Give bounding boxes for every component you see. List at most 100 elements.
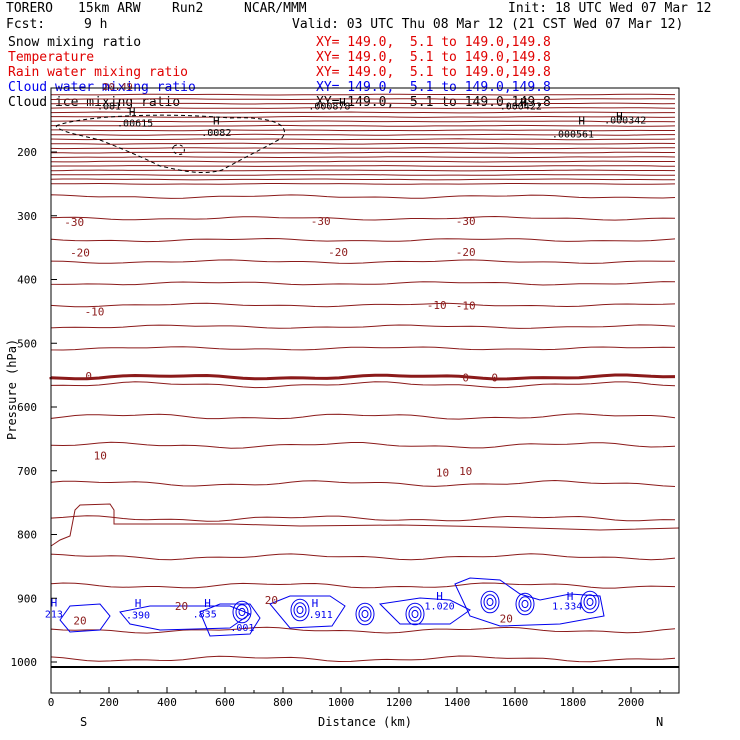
cloud-water-contour [119, 605, 252, 631]
extremum-label: H [578, 115, 585, 128]
isotherm [50, 441, 676, 449]
extremum-label: H [204, 597, 211, 610]
temperature-label: -20 [328, 246, 348, 259]
legend-snow: Snow mixing ratio [8, 35, 142, 50]
y-tick-label: 400 [17, 274, 37, 287]
temperature-label: 20 [500, 613, 513, 626]
temperature-label: 0 [462, 372, 469, 385]
x-tick-label: 2000 [618, 696, 645, 709]
cloud-water-ring [583, 594, 597, 610]
x-tick-label: 400 [157, 696, 177, 709]
legend-rain-xy: XY= 149.0, 5.1 to 149.0,149.8 [316, 65, 551, 80]
isotherm [50, 281, 676, 286]
contour-value-label: .000422 [500, 101, 542, 112]
isotherm [50, 479, 676, 487]
cloud-water-ring [296, 605, 304, 615]
contour-value-label: .000878 [308, 101, 350, 112]
x-tick-label: 1400 [444, 696, 471, 709]
y-tick-label: 900 [17, 592, 37, 605]
isotherm [50, 169, 676, 172]
contour-value-label: .001 [97, 101, 121, 112]
extremum-label: H [436, 590, 443, 603]
cloud-water-contour [454, 577, 605, 627]
temperature-label: 10 [436, 467, 449, 480]
isotherm [50, 515, 676, 522]
cloud-water-ring [580, 590, 600, 614]
isotherm [50, 237, 676, 243]
cloud-water-ring [586, 597, 594, 607]
isotherm [50, 124, 676, 127]
isotherm [50, 346, 676, 351]
isotherm [50, 115, 676, 118]
contour-labels: -30 -30 -30 -20 -20 -20 -10 -10 -10 0 0 0 10 10 10 20 20… [45, 82, 646, 634]
x-tick-label: 1800 [560, 696, 587, 709]
isotherm [50, 165, 676, 167]
x-tick-label: 600 [215, 696, 235, 709]
extremum-label: H [129, 106, 136, 119]
cloud-water-ring [486, 597, 494, 607]
cloud-water-ring [405, 602, 425, 626]
axes: 0 200 400 600 800 1000 1200 1400 1600 1800 2000200… [11, 146, 661, 709]
cloud-water-ring [408, 606, 422, 622]
isotherm [50, 93, 676, 96]
isotherm [50, 133, 675, 136]
contour-value-label: 1.334 [552, 602, 582, 613]
valid-time: Valid: 03 UTC Thu 08 Mar 12 (21 CST Wed … [292, 17, 684, 32]
extremum-label: H [520, 96, 527, 109]
cloud-water-ring [518, 596, 532, 612]
temperature-label: -20 [456, 246, 476, 259]
init-time: Init: 18 UTC Wed 07 Mar 12 [508, 1, 712, 16]
isotherm [50, 174, 676, 176]
model-name: TORERO [6, 1, 53, 16]
isotherm [50, 156, 676, 159]
x-tick-label: 1000 [328, 696, 355, 709]
extremum-label: H [312, 597, 319, 610]
isotherm [50, 151, 675, 154]
contour-value-label: .00615 [117, 119, 153, 130]
temperature-label: -30 [311, 215, 331, 228]
legend-rain: Rain water mixing ratio [8, 65, 189, 80]
legend-snow-xy: XY= 149.0, 5.1 to 149.0,149.8 [316, 35, 551, 50]
isotherm-zero [49, 373, 676, 381]
isotherm [50, 582, 676, 589]
contour-value-label: .835 [193, 609, 217, 620]
isotherm [50, 302, 676, 308]
x-axis-south-label: S [80, 715, 87, 729]
temperature-label: -10 [85, 305, 105, 318]
x-tick-label: 1600 [502, 696, 529, 709]
x-axis-north-label: N [656, 715, 663, 729]
cloud-ice-contour-small [172, 144, 185, 155]
contour-value-label: 213 [45, 609, 63, 620]
run-label: Run2 [172, 1, 204, 16]
contour-value-label: .390 [126, 611, 150, 622]
cloud-water-ring [411, 609, 419, 619]
cloud-water-ring [515, 592, 535, 616]
temperature-label: 10 [94, 449, 107, 462]
contour-value-label: 1.020 [425, 602, 455, 613]
cloud-water-ring [232, 600, 252, 624]
temperature-label: -10 [456, 300, 476, 313]
model-resolution: 15km ARW [78, 1, 141, 16]
y-tick-label: 700 [17, 465, 37, 478]
y-axis-label: Pressure (hPa) [5, 339, 19, 440]
isotherm [50, 138, 676, 141]
cloud-water-ring [238, 607, 246, 617]
forecast-value: 9 h [84, 17, 108, 32]
isotherm [50, 413, 676, 420]
cloud-water-contour [378, 597, 471, 625]
y-tick-label: 1000 [11, 656, 38, 669]
cloud-water-contour [59, 603, 111, 633]
cloud-water-contours [59, 577, 605, 637]
isotherm [50, 182, 676, 185]
cloud-water-ring [480, 590, 500, 614]
cloud-water-contour [199, 603, 261, 637]
x-axis-label: Distance (km) [318, 715, 412, 729]
isotherm [50, 160, 675, 163]
cloud-ice-contour [55, 114, 285, 174]
cloud-water-ring [521, 599, 529, 609]
cloud-water-contour [269, 595, 346, 629]
isotherm [50, 102, 676, 105]
extremum-label: H [567, 590, 574, 603]
isotherm [50, 215, 676, 221]
isotherm [50, 194, 676, 199]
